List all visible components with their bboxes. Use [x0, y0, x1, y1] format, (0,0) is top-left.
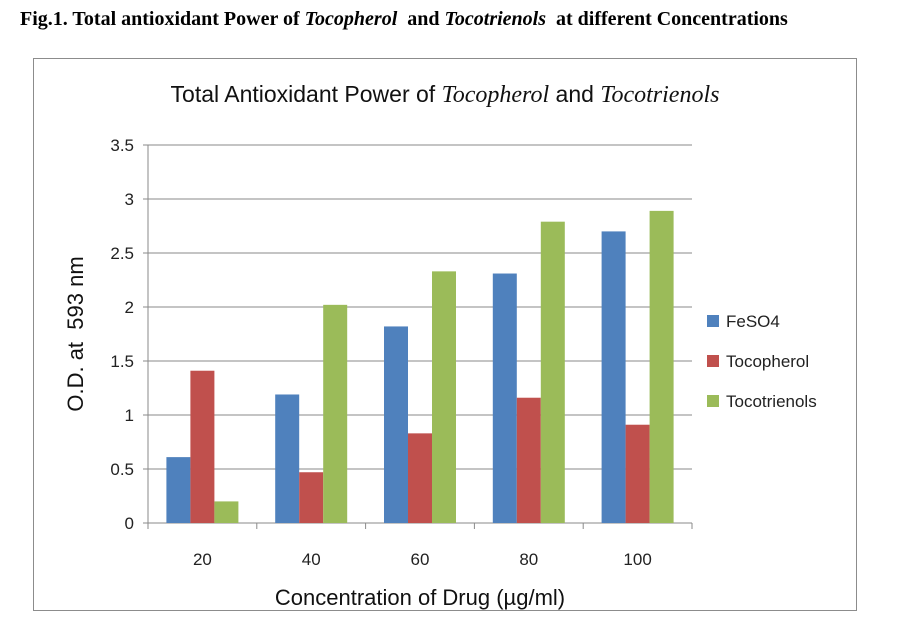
chart-title-part: Total Antioxidant Power of	[171, 81, 442, 107]
y-tick-label: 3	[125, 190, 134, 209]
bar-tocotrienols-60	[432, 271, 456, 523]
y-tick-label: 0.5	[110, 460, 134, 479]
caption-suffix: at different Concentrations	[546, 8, 788, 30]
legend-swatch-tocopherol	[707, 355, 719, 367]
bar-tocotrienols-100	[649, 210, 674, 523]
figure-caption: Fig.1. Total antioxidant Power of Tocoph…	[20, 8, 788, 31]
x-tick-label: 100	[623, 550, 651, 569]
y-tick-label: 1.5	[110, 352, 134, 371]
legend-label-tocopherol: Tocopherol	[726, 352, 809, 371]
x-axis-title: Concentration of Drug (µg/ml)	[275, 585, 565, 610]
caption-italic-tocopherol: Tocopherol	[304, 8, 398, 30]
y-tick-label: 2.5	[110, 244, 134, 263]
legend-label-tocotrienols: Tocotrienols	[726, 392, 817, 411]
bar-feso4-60	[384, 326, 408, 523]
bar-tocotrienols-20	[214, 501, 239, 523]
bar-tocopherol-20	[190, 370, 215, 523]
y-tick-label: 3.5	[110, 136, 134, 155]
caption-prefix: Fig.1. Total antioxidant Power of	[20, 8, 305, 30]
caption-italic-tocotrienols: Tocotrienols	[444, 8, 547, 30]
legend-swatch-tocotrienols	[707, 395, 719, 407]
y-tick-label: 0	[125, 514, 134, 533]
chart-title-part: Tocotrienols	[600, 82, 719, 108]
y-tick-label: 2	[125, 298, 134, 317]
bar-tocopherol-40	[299, 472, 324, 523]
x-tick-label: 40	[302, 550, 321, 569]
bar-feso4-100	[601, 231, 626, 523]
bar-feso4-40	[275, 394, 300, 523]
bar-tocopherol-100	[625, 424, 650, 523]
x-tick-label: 60	[411, 550, 430, 569]
bar-feso4-80	[492, 273, 517, 523]
legend-label-feso4: FeSO4	[726, 312, 780, 331]
chart-title: Total Antioxidant Power of Tocopherol an…	[171, 81, 720, 108]
y-axis-title: O.D. at 593 nm	[63, 256, 88, 411]
y-tick-label: 1	[125, 406, 134, 425]
bar-tocotrienols-80	[540, 221, 565, 523]
legend-swatch-feso4	[707, 315, 719, 327]
bar-tocopherol-80	[516, 397, 541, 523]
bar-feso4-20	[166, 457, 191, 523]
caption-middle: and	[397, 8, 445, 30]
x-tick-label: 20	[193, 550, 212, 569]
x-tick-label: 80	[519, 550, 538, 569]
chart-title-part: and	[549, 81, 600, 107]
bar-tocotrienols-40	[323, 304, 348, 523]
bar-tocopherol-60	[408, 433, 432, 523]
chart-title-part: Tocopherol	[442, 82, 550, 108]
